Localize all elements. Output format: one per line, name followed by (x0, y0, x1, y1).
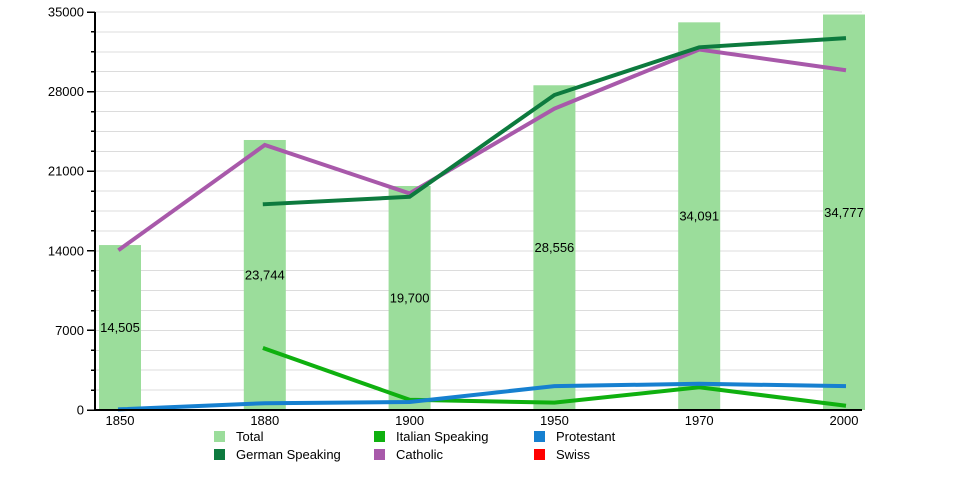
y-tick-label: 0 (77, 403, 84, 418)
protestant-line (117, 381, 847, 412)
x-tick-label: 1900 (395, 413, 424, 428)
italian-speaking-line (262, 346, 847, 408)
italian-speaking-swatch-icon (374, 431, 385, 442)
protestant-swatch-icon (534, 431, 545, 442)
total-bar-1970 (678, 22, 721, 410)
series-lines (117, 36, 847, 412)
total-bar-2000 (823, 14, 865, 411)
bar-value-label: 28,556 (535, 240, 575, 255)
legend-item-italian-speaking: Italian Speaking (374, 430, 534, 443)
legend-item-total: Total (214, 430, 374, 443)
swiss-swatch-icon (534, 449, 545, 460)
y-tick-label: 7000 (55, 323, 84, 338)
legend-item-protestant: Protestant (534, 430, 694, 443)
chart-legend: Total Italian Speaking Protestant German Sp… (214, 430, 694, 461)
legend-label: German Speaking (236, 447, 341, 462)
x-tick-label: 1950 (540, 413, 569, 428)
x-tick-label: 1970 (685, 413, 714, 428)
x-tick-label: 1850 (106, 413, 135, 428)
y-tick-label: 14000 (48, 243, 84, 258)
bar-value-label: 19,700 (390, 290, 430, 305)
x-axis-labels: 1850 1880 1900 1950 1970 2000 (106, 413, 859, 428)
total-bar-1850 (99, 245, 141, 410)
total-bar-1950 (533, 85, 576, 410)
legend-label: Swiss (556, 447, 590, 462)
chart-plot-area: 0 7000 14000 21000 28000 35000 1850 1880 1900 195… (48, 5, 865, 428)
legend-item-swiss: Swiss (534, 448, 694, 461)
gridlines (95, 11, 862, 391)
bar-value-label: 14,505 (100, 320, 140, 335)
legend-label: Protestant (556, 429, 616, 444)
y-tick-label: 21000 (48, 164, 84, 179)
x-tick-label: 2000 (830, 413, 859, 428)
catholic-line (117, 47, 847, 252)
y-axis-ticks: 0 7000 14000 21000 28000 35000 (48, 5, 95, 418)
german-speaking-swatch-icon (214, 449, 225, 460)
bar-value-label: 34,777 (824, 205, 864, 220)
x-tick-label: 1880 (250, 413, 279, 428)
bar-value-label: 23,744 (245, 267, 285, 282)
german-speaking-line (262, 36, 847, 207)
catholic-swatch-icon (374, 449, 385, 460)
bar-value-labels: 14,505 23,744 19,700 28,556 34,091 34,777 (100, 205, 864, 335)
total-bar-1900 (388, 185, 431, 410)
total-bars (99, 14, 865, 411)
total-bar-1880 (243, 139, 286, 410)
legend-label: Total (236, 429, 264, 444)
legend-label: Italian Speaking (396, 429, 489, 444)
legend-item-german-speaking: German Speaking (214, 448, 374, 461)
total-swatch-icon (214, 431, 225, 442)
legend-item-catholic: Catholic (374, 448, 534, 461)
y-tick-label: 28000 (48, 84, 84, 99)
y-tick-label: 35000 (48, 5, 84, 20)
legend-label: Catholic (396, 447, 443, 462)
bar-value-label: 34,091 (679, 209, 719, 224)
